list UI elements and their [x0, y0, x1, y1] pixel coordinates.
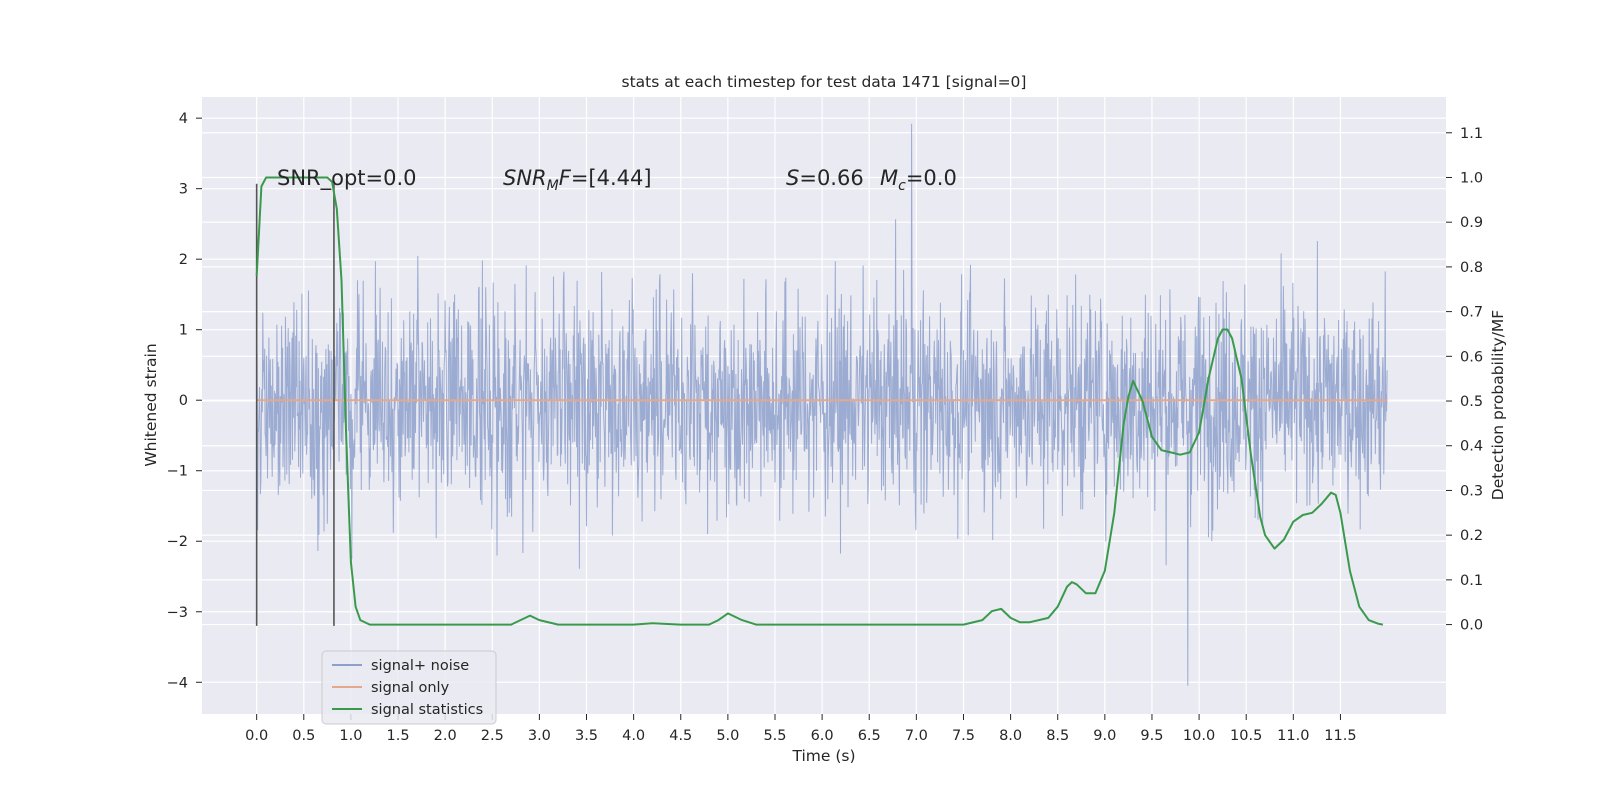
y-left-tick-label-6: 2	[179, 252, 188, 268]
legend-label-signal-statistics: signal statistics	[371, 702, 483, 718]
x-tick-label-1: 0.5	[292, 728, 315, 744]
x-tick-label-3: 1.5	[386, 728, 409, 744]
x-tick-label-6: 3.0	[528, 728, 551, 744]
y-right-tick-label-5: 0.5	[1460, 394, 1483, 410]
annotations: SNR_opt=0.0 SNRMF=[4.44] S=0.66 Mc=0.0	[277, 166, 957, 194]
x-tick-label-0: 0.0	[245, 728, 268, 744]
y-axis-label-right: Detection probability/MF	[1489, 310, 1507, 501]
x-tick-label-13: 6.5	[858, 728, 881, 744]
x-axis-label: Time (s)	[791, 747, 855, 765]
y-left-tick-label-8: 4	[179, 111, 188, 127]
x-tick-label-15: 7.5	[952, 728, 975, 744]
x-tick-label-20: 10.0	[1183, 728, 1215, 744]
y-right-tick-label-2: 0.2	[1460, 528, 1483, 544]
y-right-tick-label-0: 0.0	[1460, 618, 1483, 634]
x-tick-label-11: 5.5	[763, 728, 786, 744]
signal-statistics-line	[255, 176, 1384, 626]
x-tick-label-19: 9.5	[1140, 728, 1163, 744]
y-right-tick-label-1: 0.1	[1460, 573, 1483, 589]
x-tick-label-18: 9.0	[1093, 728, 1116, 744]
x-tick-label-21: 10.5	[1230, 728, 1262, 744]
y-right-tick-label-3: 0.3	[1460, 483, 1483, 499]
x-tick-label-23: 11.5	[1324, 728, 1356, 744]
y-right-tick-label-11: 1.1	[1460, 126, 1483, 142]
x-tick-label-12: 6.0	[811, 728, 834, 744]
x-tick-label-16: 8.0	[999, 728, 1022, 744]
annotation-mc: Mc=0.0	[880, 166, 957, 194]
y-right-tick-label-10: 1.0	[1460, 170, 1483, 186]
y-left-tick-label-7: 3	[179, 182, 188, 198]
x-tick-label-2: 1.0	[339, 728, 362, 744]
signal-noise-line	[256, 123, 1388, 686]
x-tick-label-4: 2.0	[434, 728, 457, 744]
y-left-tick-label-2: −2	[167, 534, 188, 550]
x-tick-label-9: 4.5	[669, 728, 692, 744]
y-left-tick-label-3: −1	[167, 464, 188, 480]
chart-title: stats at each timestep for test data 147…	[622, 73, 1027, 91]
x-tick-label-7: 3.5	[575, 728, 598, 744]
x-tick-label-10: 5.0	[716, 728, 739, 744]
legend-box	[321, 650, 497, 725]
x-tick-label-5: 2.5	[481, 728, 504, 744]
y-right-tick-label-6: 0.6	[1460, 349, 1483, 365]
y-axis-label-left: Whitened strain	[142, 343, 160, 466]
y-right-tick-label-4: 0.4	[1460, 439, 1483, 455]
legend-label-signal-only: signal only	[371, 680, 450, 696]
series-layer	[255, 176, 1388, 626]
legend: signal+ noise signal only signal statist…	[321, 650, 497, 725]
x-tick-label-8: 4.0	[622, 728, 645, 744]
annotation-snr-opt: SNR_opt=0.0	[277, 166, 417, 191]
annotation-s: S=0.66	[786, 166, 864, 190]
y-left-tick-label-0: −4	[167, 675, 188, 691]
legend-label-signal-noise: signal+ noise	[371, 658, 469, 674]
y-right-tick-label-7: 0.7	[1460, 305, 1483, 321]
y-right-tick-label-8: 0.8	[1460, 260, 1483, 276]
y-left-tick-label-5: 1	[179, 323, 188, 339]
x-tick-label-17: 8.5	[1046, 728, 1069, 744]
ticks: 0.0 0.5 1.0 1.5 2.0 2.5 3.0 3.5 4.0 4.5 5.0 5.5 6.0 6…	[167, 111, 1483, 744]
y-left-tick-label-1: −3	[167, 605, 188, 621]
series-signal-noise	[256, 123, 1388, 686]
y-right-tick-label-9: 0.9	[1460, 215, 1483, 231]
y-left-tick-label-4: 0	[179, 393, 188, 409]
x-tick-label-22: 11.0	[1277, 728, 1309, 744]
x-tick-label-14: 7.0	[905, 728, 928, 744]
grid	[202, 97, 1446, 714]
annotation-snr-mf: SNRMF=[4.44]	[503, 166, 652, 194]
